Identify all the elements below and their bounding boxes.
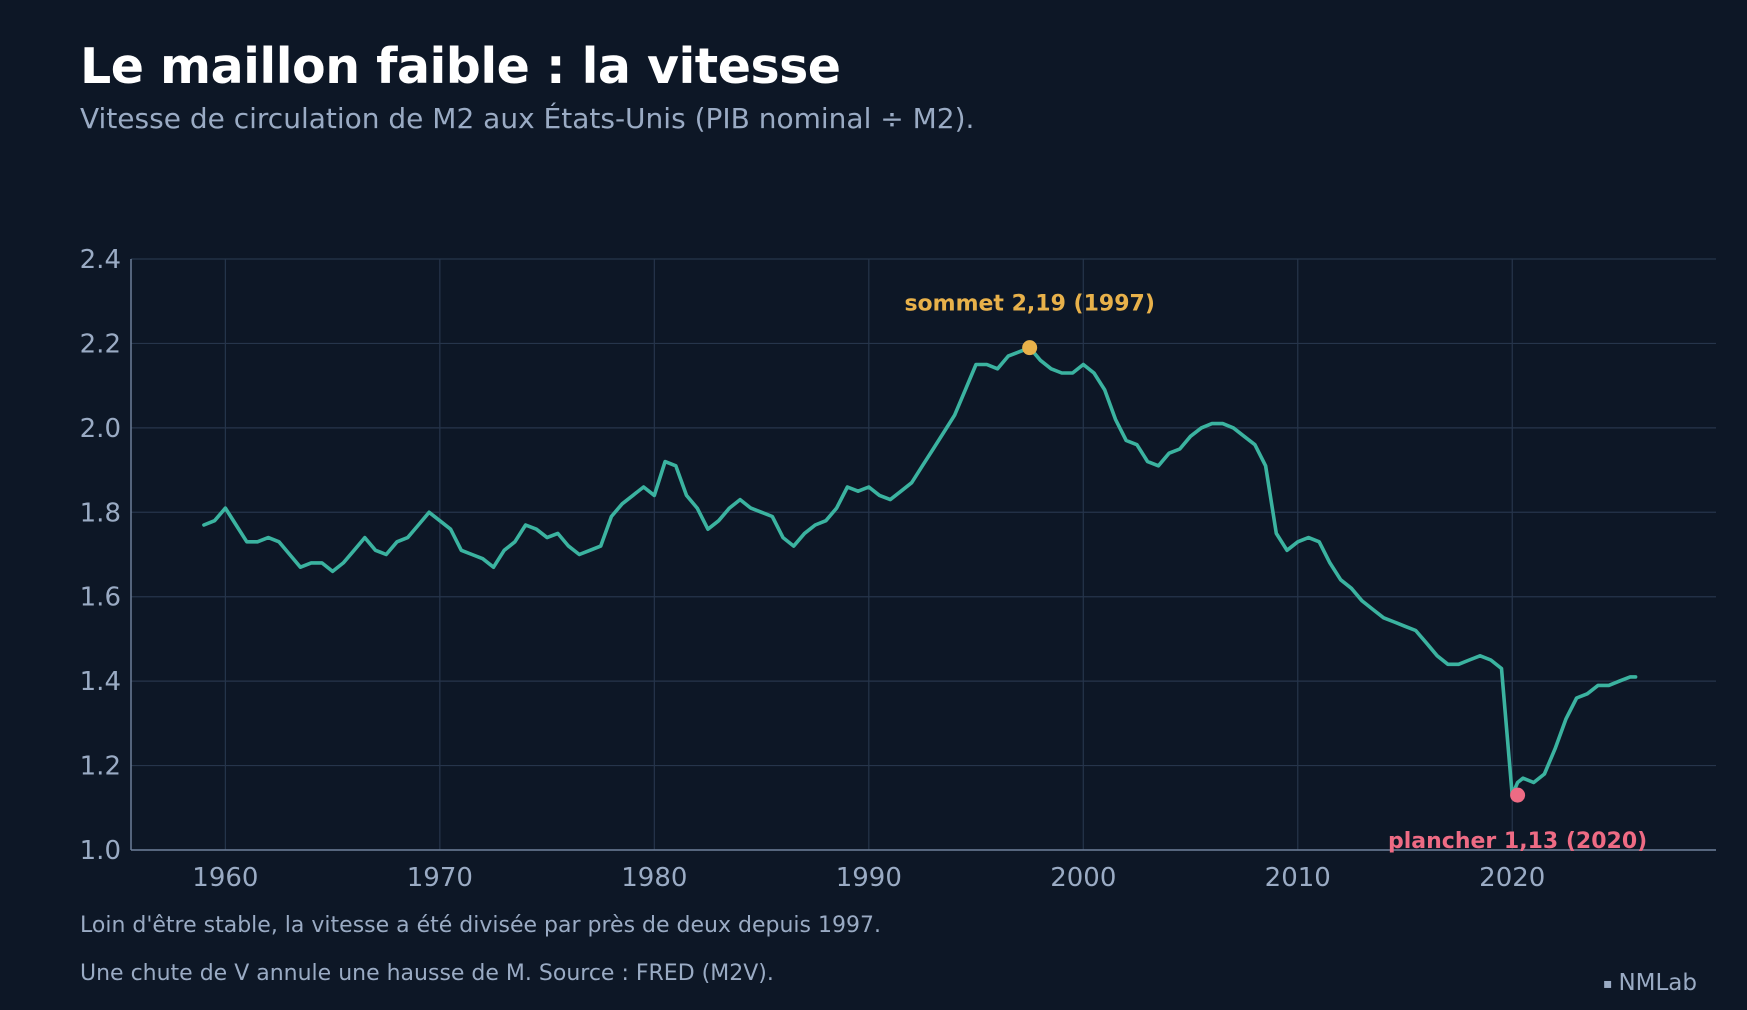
tick-labels: 1.0 1.2 1.4 1.6 1.8 2.0 2.2 2.4 1960 1970 1980 1990… bbox=[80, 245, 1546, 893]
brand-credit: ▪ NMLab bbox=[1603, 970, 1697, 996]
x-tick-label: 1970 bbox=[407, 863, 473, 893]
peak-marker bbox=[1022, 340, 1038, 356]
grid bbox=[131, 258, 1716, 851]
y-tick-label: 1.0 bbox=[80, 836, 121, 866]
chart-subtitle: Vitesse de circulation de M2 aux États-U… bbox=[80, 102, 975, 135]
x-tick-label: 2020 bbox=[1479, 863, 1545, 893]
trough-marker bbox=[1510, 787, 1526, 803]
y-tick-label: 2.4 bbox=[80, 245, 121, 275]
series-line-m2v bbox=[202, 345, 1638, 797]
x-tick-label: 2010 bbox=[1265, 863, 1331, 893]
y-tick-label: 1.4 bbox=[80, 667, 121, 697]
trough-annotation-label: plancher 1,13 (2020) bbox=[1388, 829, 1647, 854]
brand-square-icon: ▪ bbox=[1602, 975, 1613, 992]
x-tick-label: 1990 bbox=[836, 863, 902, 893]
chart-title: Le maillon faible : la vitesse bbox=[80, 38, 841, 95]
y-tick-label: 1.6 bbox=[80, 583, 121, 613]
x-tick-label: 1980 bbox=[621, 863, 687, 893]
annotations: sommet 2,19 (1997) plancher 1,13 (2020) bbox=[904, 292, 1647, 854]
footnote-2-source: Une chute de V annule une hausse de M. S… bbox=[80, 961, 774, 986]
peak-annotation-label: sommet 2,19 (1997) bbox=[904, 292, 1154, 317]
y-tick-label: 2.2 bbox=[80, 329, 121, 359]
footnote-1: Loin d'être stable, la vitesse a été div… bbox=[80, 913, 881, 938]
series bbox=[202, 345, 1638, 797]
x-tick-label: 2000 bbox=[1050, 863, 1116, 893]
x-tick-label: 1960 bbox=[192, 863, 258, 893]
y-tick-label: 2.0 bbox=[80, 414, 121, 444]
y-tick-label: 1.8 bbox=[80, 498, 121, 528]
brand-name: NMLab bbox=[1618, 970, 1697, 996]
axes bbox=[130, 259, 1716, 851]
y-tick-label: 1.2 bbox=[80, 752, 121, 782]
